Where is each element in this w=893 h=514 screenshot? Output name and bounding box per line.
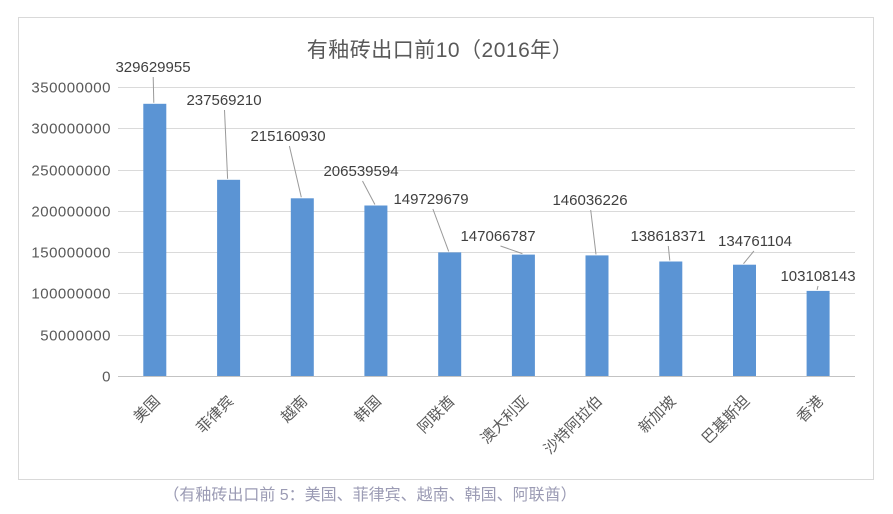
value-label: 134761104: [718, 233, 792, 250]
chart-caption: （有釉砖出口前 5：美国、菲律宾、越南、韩国、阿联酋）: [163, 486, 576, 504]
leader-lines: [152, 76, 819, 291]
leader-line: [500, 245, 523, 255]
bar: [143, 103, 167, 377]
leader-line: [816, 285, 819, 291]
leader-line: [743, 250, 755, 265]
leader-line: [288, 145, 302, 198]
value-label: 215160930: [250, 128, 325, 145]
gridlines: [118, 87, 855, 377]
y-tick-label: 150000000: [31, 245, 111, 262]
bar: [438, 252, 462, 376]
bar: [511, 254, 535, 376]
y-tick-label: 200000000: [31, 204, 111, 221]
bar: [290, 198, 314, 376]
y-tick-label: 100000000: [31, 286, 111, 303]
leader-line: [152, 76, 155, 103]
leader-line: [432, 208, 450, 252]
y-axis-labels: 0 50000000 100000000 150000000 200000000 2500…: [31, 80, 111, 386]
chart-title: 有釉砖出口前10（2016年）: [307, 39, 574, 62]
bar-series: [143, 103, 830, 377]
bar: [364, 205, 388, 376]
value-label: 206539594: [323, 163, 398, 180]
y-tick-label: 0: [102, 369, 111, 386]
y-tick-label: 300000000: [31, 121, 111, 138]
value-label: 146036226: [552, 192, 627, 209]
bar: [659, 261, 683, 376]
leader-line: [667, 245, 671, 261]
leader-line: [362, 180, 376, 205]
leader-line: [224, 109, 229, 179]
bar: [217, 179, 241, 376]
y-tick-label: 50000000: [40, 328, 111, 345]
value-label: 329629955: [115, 59, 190, 76]
value-label: 147066787: [460, 228, 535, 245]
bar: [585, 255, 609, 376]
value-labels: 329629955 237569210 215160930 206539594 1497…: [115, 59, 855, 285]
y-tick-label: 250000000: [31, 163, 111, 180]
value-label: 237569210: [186, 92, 261, 109]
value-label: 103108143: [780, 268, 855, 285]
bar: [733, 264, 756, 376]
y-tick-label: 350000000: [31, 80, 111, 97]
value-label: 149729679: [393, 191, 468, 208]
leader-line: [590, 209, 597, 255]
bar: [806, 290, 830, 376]
value-label: 138618371: [630, 228, 705, 245]
